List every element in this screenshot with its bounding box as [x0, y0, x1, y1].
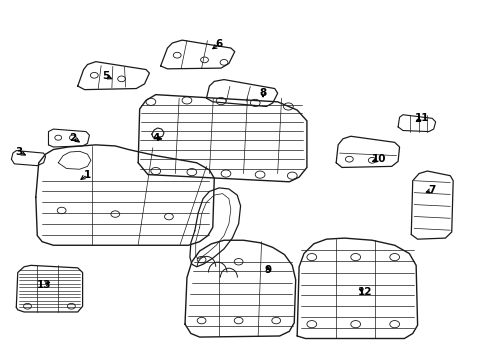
- Text: 10: 10: [370, 154, 385, 164]
- Text: 11: 11: [414, 113, 429, 123]
- Text: 12: 12: [357, 287, 372, 297]
- Text: 13: 13: [36, 280, 51, 290]
- Text: 4: 4: [152, 133, 159, 143]
- Text: 3: 3: [16, 147, 23, 157]
- Text: 2: 2: [69, 133, 76, 143]
- Text: 1: 1: [84, 170, 91, 180]
- Text: 9: 9: [264, 265, 271, 275]
- Text: 8: 8: [259, 88, 266, 98]
- Text: 7: 7: [427, 185, 435, 195]
- Text: 6: 6: [215, 40, 223, 49]
- Text: 5: 5: [102, 71, 109, 81]
